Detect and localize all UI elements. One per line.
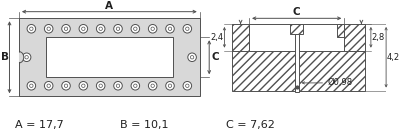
Circle shape	[99, 84, 102, 87]
Circle shape	[96, 24, 105, 33]
Circle shape	[27, 81, 36, 90]
Circle shape	[79, 24, 88, 33]
Circle shape	[151, 27, 154, 30]
Circle shape	[99, 27, 102, 30]
Bar	[46, 37, 173, 77]
Circle shape	[82, 27, 85, 30]
Circle shape	[116, 27, 120, 30]
Circle shape	[114, 24, 122, 33]
Circle shape	[79, 81, 88, 90]
Bar	[232, 51, 365, 91]
Text: C: C	[211, 52, 219, 62]
Circle shape	[190, 56, 194, 59]
Wedge shape	[19, 53, 24, 62]
Circle shape	[96, 81, 105, 90]
Circle shape	[116, 84, 120, 87]
Circle shape	[30, 84, 33, 87]
Circle shape	[134, 84, 137, 87]
Text: A: A	[105, 1, 113, 11]
Circle shape	[27, 24, 36, 33]
Circle shape	[168, 84, 172, 87]
Circle shape	[183, 81, 192, 90]
Circle shape	[44, 81, 53, 90]
Bar	[337, 24, 344, 37]
Text: C: C	[293, 7, 300, 17]
Bar	[232, 24, 249, 51]
Circle shape	[64, 27, 68, 30]
Circle shape	[44, 24, 53, 33]
Text: 4,2: 4,2	[387, 53, 400, 62]
Circle shape	[64, 84, 68, 87]
Circle shape	[168, 27, 172, 30]
Circle shape	[62, 81, 70, 90]
Text: Ø0,98: Ø0,98	[327, 78, 352, 87]
Bar	[290, 24, 303, 34]
Circle shape	[25, 56, 28, 59]
Circle shape	[62, 24, 70, 33]
Circle shape	[22, 53, 31, 62]
Circle shape	[166, 24, 174, 33]
Circle shape	[47, 84, 50, 87]
Circle shape	[148, 24, 157, 33]
Circle shape	[82, 84, 85, 87]
Text: C = 7,62: C = 7,62	[226, 120, 275, 130]
Circle shape	[114, 81, 122, 90]
Circle shape	[183, 24, 192, 33]
Bar	[249, 24, 344, 51]
Circle shape	[131, 24, 140, 33]
Bar	[344, 24, 365, 51]
Bar	[19, 18, 200, 96]
Circle shape	[30, 27, 33, 30]
Text: 2,8: 2,8	[372, 33, 385, 42]
Text: 2,4: 2,4	[210, 33, 224, 42]
Text: B: B	[0, 52, 8, 62]
Text: B = 10,1: B = 10,1	[120, 120, 168, 130]
Circle shape	[148, 81, 157, 90]
Circle shape	[47, 27, 50, 30]
Circle shape	[166, 81, 174, 90]
Circle shape	[186, 27, 189, 30]
Bar	[295, 34, 299, 92]
Circle shape	[186, 84, 189, 87]
Circle shape	[151, 84, 154, 87]
Circle shape	[188, 53, 196, 62]
Circle shape	[131, 81, 140, 90]
Text: A = 17,7: A = 17,7	[15, 120, 64, 130]
Circle shape	[134, 27, 137, 30]
